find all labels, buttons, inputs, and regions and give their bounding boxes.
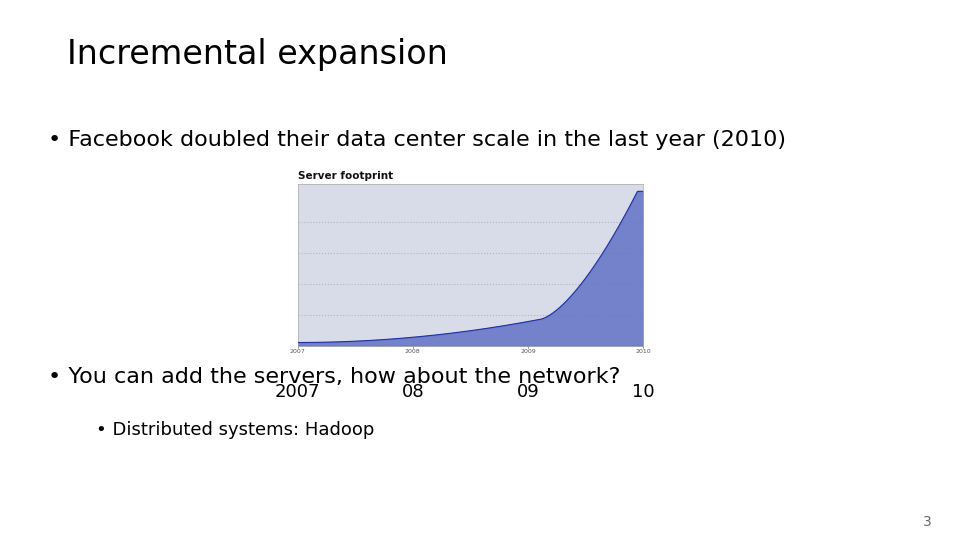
Text: • Distributed systems: Hadoop: • Distributed systems: Hadoop [96,421,374,439]
Text: • You can add the servers, how about the network?: • You can add the servers, how about the… [48,367,620,387]
Text: 10: 10 [632,383,655,401]
Text: 2007: 2007 [275,383,321,401]
Text: 3: 3 [923,515,931,529]
Text: 09: 09 [516,383,540,401]
Text: Server footprint: Server footprint [298,171,393,181]
Text: • Facebook doubled their data center scale in the last year (2010): • Facebook doubled their data center sca… [48,130,786,150]
Text: Incremental expansion: Incremental expansion [67,38,448,71]
Text: 08: 08 [401,383,424,401]
